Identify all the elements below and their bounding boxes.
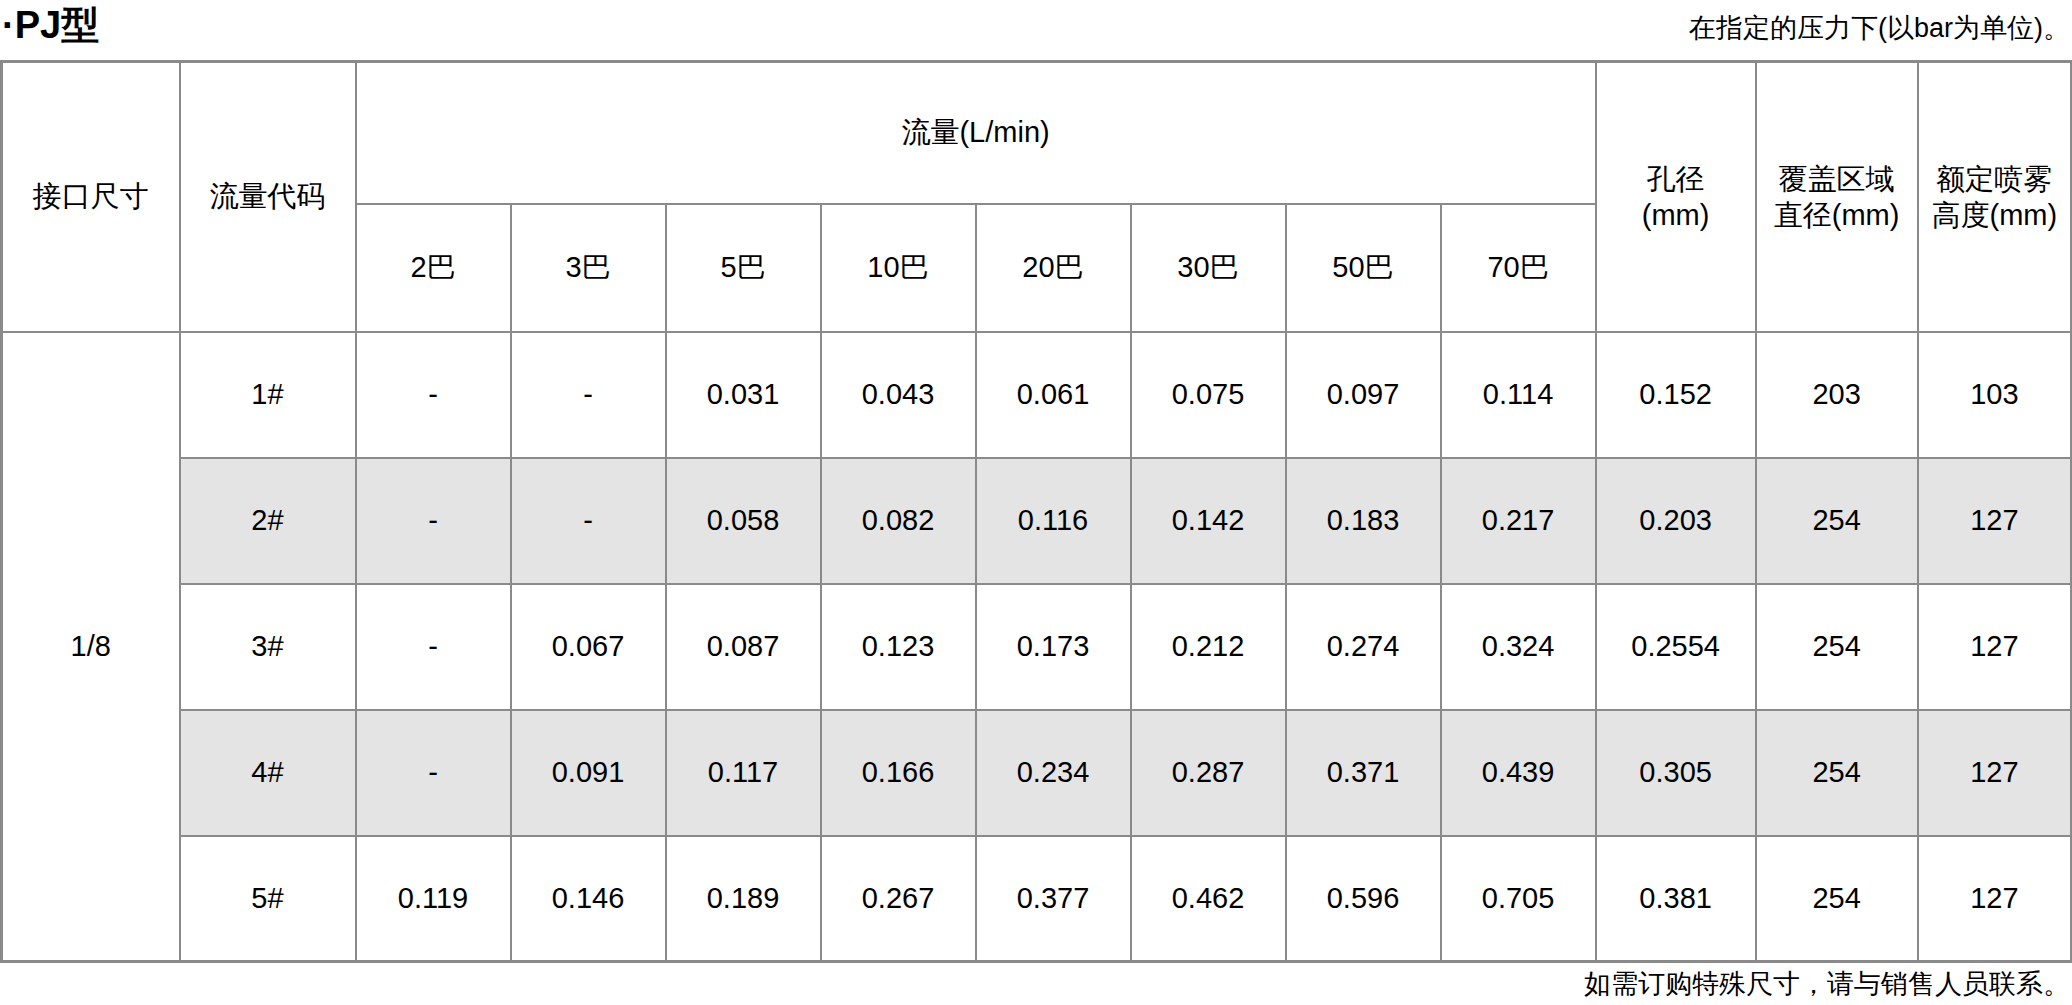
- header-row-top: 接口尺寸 流量代码 流量(L/min) 孔径 (mm) 覆盖区域 直径(mm) …: [2, 62, 2072, 204]
- orifice-cell: 0.381: [1596, 836, 1756, 962]
- table-row: 5# 0.119 0.146 0.189 0.267 0.377 0.462 0…: [2, 836, 2072, 962]
- flow-value-cell: 0.287: [1131, 710, 1286, 836]
- flow-value-cell: 0.043: [821, 332, 976, 458]
- flow-value-cell: -: [356, 332, 511, 458]
- flow-value-cell: 0.267: [821, 836, 976, 962]
- header-orifice: 孔径 (mm): [1596, 62, 1756, 332]
- spray-height-cell: 127: [1918, 584, 2072, 710]
- flow-value-cell: -: [511, 458, 666, 584]
- spray-height-cell: 127: [1918, 458, 2072, 584]
- header-pressure-5bar: 5巴: [666, 204, 821, 332]
- flow-value-cell: 0.087: [666, 584, 821, 710]
- flow-value-cell: 0.212: [1131, 584, 1286, 710]
- flow-value-cell: 0.075: [1131, 332, 1286, 458]
- header-pressure-2bar: 2巴: [356, 204, 511, 332]
- table-row: 2# - - 0.058 0.082 0.116 0.142 0.183 0.2…: [2, 458, 2072, 584]
- page-title: ·PJ型: [2, 0, 99, 51]
- flow-value-cell: 0.067: [511, 584, 666, 710]
- port-size-cell: 1/8: [2, 332, 180, 962]
- coverage-cell: 254: [1756, 584, 1918, 710]
- header-pressure-30bar: 30巴: [1131, 204, 1286, 332]
- flow-code-cell: 3#: [180, 584, 356, 710]
- flow-value-cell: 0.146: [511, 836, 666, 962]
- catalog-page: ·PJ型 在指定的压力下(以bar为单位)。 接口尺寸 流量代码 流量(L/mi…: [0, 0, 2072, 1005]
- flow-code-cell: 5#: [180, 836, 356, 962]
- spray-height-cell: 127: [1918, 836, 2072, 962]
- flow-value-cell: 0.166: [821, 710, 976, 836]
- orifice-cell: 0.2554: [1596, 584, 1756, 710]
- coverage-cell: 203: [1756, 332, 1918, 458]
- table-row: 1/8 1# - - 0.031 0.043 0.061 0.075 0.097…: [2, 332, 2072, 458]
- flow-value-cell: 0.142: [1131, 458, 1286, 584]
- flow-value-cell: 0.324: [1441, 584, 1596, 710]
- flow-value-cell: 0.097: [1286, 332, 1441, 458]
- flow-value-cell: 0.462: [1131, 836, 1286, 962]
- flow-value-cell: 0.189: [666, 836, 821, 962]
- flow-value-cell: 0.114: [1441, 332, 1596, 458]
- flow-spec-table: 接口尺寸 流量代码 流量(L/min) 孔径 (mm) 覆盖区域 直径(mm) …: [0, 60, 2072, 963]
- flow-value-cell: 0.119: [356, 836, 511, 962]
- flow-value-cell: 0.116: [976, 458, 1131, 584]
- flow-value-cell: 0.377: [976, 836, 1131, 962]
- flow-code-cell: 4#: [180, 710, 356, 836]
- header-flow-group: 流量(L/min): [356, 62, 1596, 204]
- flow-value-cell: 0.234: [976, 710, 1131, 836]
- flow-code-cell: 2#: [180, 458, 356, 584]
- flow-value-cell: 0.274: [1286, 584, 1441, 710]
- header-port-size: 接口尺寸: [2, 62, 180, 332]
- special-size-note: 如需订购特殊尺寸，请与销售人员联系。: [1584, 966, 2070, 1002]
- flow-value-cell: 0.091: [511, 710, 666, 836]
- flow-value-cell: -: [356, 710, 511, 836]
- flow-value-cell: -: [356, 584, 511, 710]
- flow-value-cell: 0.705: [1441, 836, 1596, 962]
- coverage-cell: 254: [1756, 458, 1918, 584]
- flow-value-cell: 0.217: [1441, 458, 1596, 584]
- orifice-cell: 0.152: [1596, 332, 1756, 458]
- coverage-cell: 254: [1756, 710, 1918, 836]
- header-flow-code: 流量代码: [180, 62, 356, 332]
- flow-value-cell: -: [356, 458, 511, 584]
- flow-value-cell: 0.117: [666, 710, 821, 836]
- pressure-unit-note: 在指定的压力下(以bar为单位)。: [1689, 10, 2070, 46]
- flow-code-cell: 1#: [180, 332, 356, 458]
- flow-value-cell: 0.082: [821, 458, 976, 584]
- flow-value-cell: 0.596: [1286, 836, 1441, 962]
- spray-height-cell: 103: [1918, 332, 2072, 458]
- header-pressure-3bar: 3巴: [511, 204, 666, 332]
- table-row: 4# - 0.091 0.117 0.166 0.234 0.287 0.371…: [2, 710, 2072, 836]
- coverage-cell: 254: [1756, 836, 1918, 962]
- header-coverage-diameter: 覆盖区域 直径(mm): [1756, 62, 1918, 332]
- flow-value-cell: 0.439: [1441, 710, 1596, 836]
- flow-value-cell: 0.183: [1286, 458, 1441, 584]
- spray-height-cell: 127: [1918, 710, 2072, 836]
- flow-value-cell: 0.031: [666, 332, 821, 458]
- orifice-cell: 0.203: [1596, 458, 1756, 584]
- flow-value-cell: 0.061: [976, 332, 1131, 458]
- flow-value-cell: -: [511, 332, 666, 458]
- header-spray-height: 额定喷雾 高度(mm): [1918, 62, 2072, 332]
- header-pressure-20bar: 20巴: [976, 204, 1131, 332]
- flow-value-cell: 0.123: [821, 584, 976, 710]
- flow-value-cell: 0.058: [666, 458, 821, 584]
- header-pressure-10bar: 10巴: [821, 204, 976, 332]
- flow-value-cell: 0.371: [1286, 710, 1441, 836]
- header-pressure-70bar: 70巴: [1441, 204, 1596, 332]
- orifice-cell: 0.305: [1596, 710, 1756, 836]
- header-pressure-50bar: 50巴: [1286, 204, 1441, 332]
- table-row: 3# - 0.067 0.087 0.123 0.173 0.212 0.274…: [2, 584, 2072, 710]
- flow-value-cell: 0.173: [976, 584, 1131, 710]
